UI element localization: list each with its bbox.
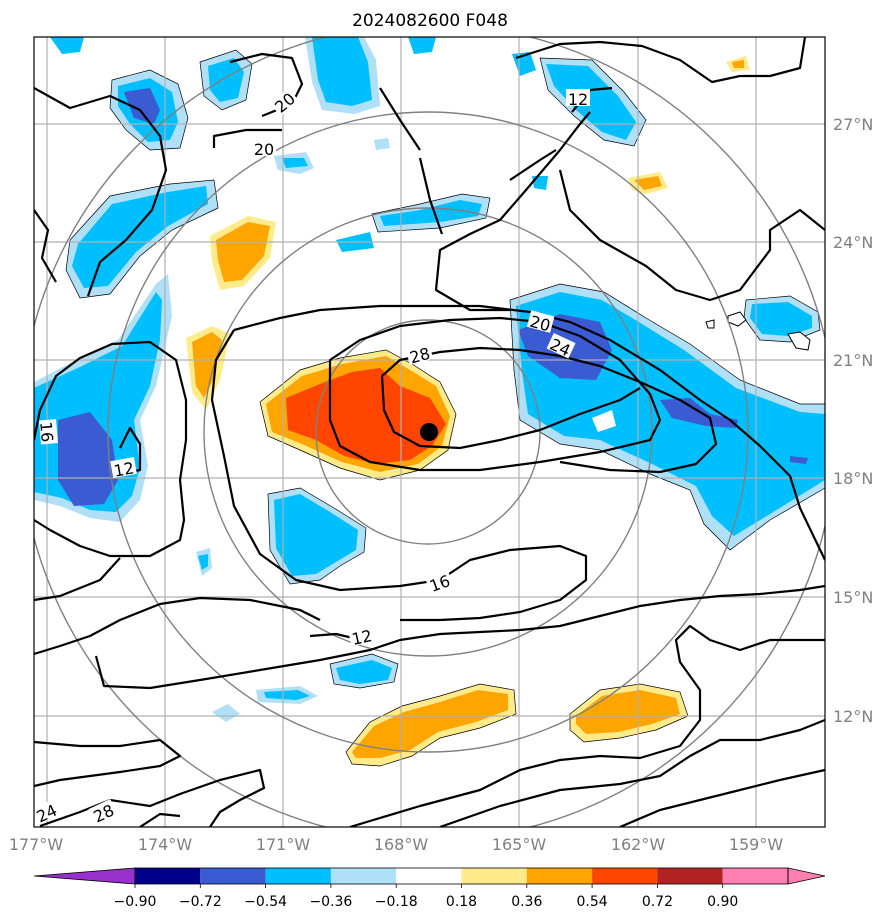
shaded-field (34, 37, 825, 766)
contour-label: 28 (408, 344, 433, 368)
colorbar-segment (722, 868, 788, 884)
colorbar-segment (657, 868, 723, 884)
colorbar-tick: −0.72 (179, 894, 222, 910)
colorbar-segment (33, 867, 136, 885)
colorbar-segment (787, 867, 826, 885)
lon-tick: 174°W (138, 835, 193, 854)
lat-tick: 27°N (833, 115, 873, 134)
colorbar-tick: −0.90 (114, 894, 157, 910)
shading-outlines (65, 49, 825, 767)
lat-tick: 18°N (833, 469, 873, 488)
lat-tick: 24°N (833, 233, 873, 252)
lon-tick: 162°W (611, 835, 666, 854)
contour-label: 20 (528, 312, 553, 336)
contour-label: 16 (36, 421, 57, 443)
lat-axis: 27°N 24°N 21°N 18°N 15°N 12°N (833, 115, 873, 726)
lat-tick: 12°N (833, 707, 873, 726)
colorbar-segment (200, 868, 266, 884)
lon-axis: 177°W 174°W 171°W 168°W 165°W 162°W 159°… (9, 835, 784, 854)
colorbar-tick: 0.54 (577, 894, 608, 910)
lon-tick: 171°W (256, 835, 311, 854)
colorbar-segment (592, 868, 658, 884)
lat-tick: 15°N (833, 588, 873, 607)
colorbar-tick: 0.18 (446, 894, 477, 910)
storm-center-marker (420, 423, 438, 441)
colorbar-tick: 0.36 (511, 894, 542, 910)
lon-tick: 177°W (9, 835, 64, 854)
range-rings (34, 37, 825, 827)
colorbar-tick: −0.54 (244, 894, 287, 910)
map-plot-area (34, 37, 825, 827)
colorbar-segment (265, 868, 331, 884)
colorbar-tick: −0.18 (375, 894, 418, 910)
gridlines (34, 37, 825, 827)
contour-label: 12 (112, 458, 135, 480)
colorbar-segment (461, 868, 527, 884)
colorbar-segment (526, 868, 593, 884)
contour-label: 12 (350, 626, 374, 649)
lon-tick: 165°W (492, 835, 547, 854)
colorbar-tick: −0.36 (309, 894, 352, 910)
height-contours (34, 37, 825, 827)
colorbar-tick: 0.90 (707, 894, 738, 910)
lon-tick: 168°W (374, 835, 429, 854)
islands (705, 311, 811, 351)
lat-tick: 21°N (833, 351, 873, 370)
colorbar-segment (330, 868, 397, 884)
colorbar: −0.90 −0.72 −0.54 −0.36 −0.18 0.18 0.36 … (33, 867, 826, 910)
figure-title: 2024082600 F048 (352, 11, 508, 31)
lon-tick: 159°W (729, 835, 784, 854)
contour-labels: 20 20 12 20 24 28 16 12 (31, 87, 590, 826)
contour-label: 12 (568, 90, 588, 109)
colorbar-tick: 0.72 (642, 894, 673, 910)
colorbar-segment (396, 868, 462, 884)
colorbar-segment (135, 868, 201, 884)
plot-frame (33, 36, 826, 828)
contour-label: 20 (254, 140, 274, 159)
